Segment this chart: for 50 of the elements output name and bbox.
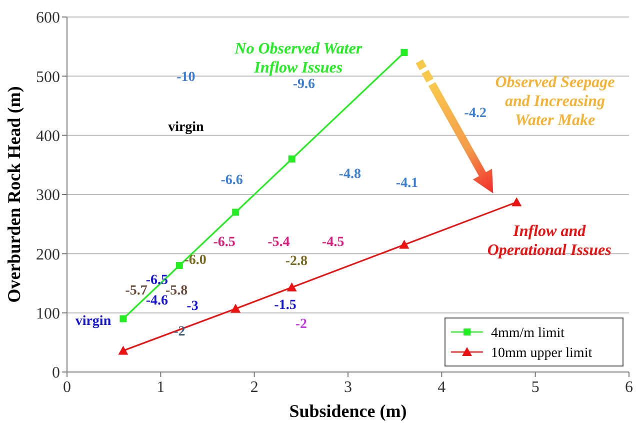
annotation: -9.6	[292, 77, 316, 92]
point	[232, 208, 240, 216]
y-tick-label: 100	[36, 305, 60, 322]
annotation: -5.7	[125, 284, 148, 299]
annotation: No Observed Water Inflow Issues	[234, 40, 363, 76]
annotation: -3	[186, 299, 198, 314]
y-tick-label: 200	[36, 246, 60, 264]
y-tick-label: 500	[36, 68, 60, 86]
y-tick-label: 600	[36, 10, 60, 27]
annotation: virgin	[168, 120, 204, 135]
x-tick-label: 6	[625, 379, 633, 396]
x-tick-label: 5	[531, 379, 540, 396]
x-tick-label: 3	[344, 379, 352, 396]
point	[512, 197, 522, 206]
point	[288, 156, 296, 162]
point	[399, 240, 410, 249]
annotation: Observed Seepage and Increasing Water Make	[495, 74, 615, 130]
annotation: -4.6	[146, 294, 168, 309]
annotation: virgin	[75, 314, 112, 329]
y-tick-label: 0	[52, 364, 60, 382]
annotation: -2.8	[285, 254, 308, 270]
x-tick-label: 0	[63, 379, 71, 396]
point	[286, 282, 297, 292]
x-axis-title: Subsidence (m)	[289, 401, 407, 421]
annotation: -6.6	[220, 173, 243, 188]
legend-label: 4mm/m limit	[491, 326, 565, 341]
x-tick-label: 2	[250, 379, 258, 396]
annotation: Inflow and Operational Issues	[487, 223, 612, 260]
point	[400, 49, 408, 56]
annotation: -6.0	[184, 252, 206, 268]
point	[230, 304, 241, 313]
annotation: -5.8	[166, 284, 188, 299]
legend-label: 10mm upper limit	[491, 346, 592, 361]
annotation: -5.4	[268, 235, 290, 250]
annotation: -4.5	[322, 235, 344, 250]
annotation: -1.5	[274, 298, 296, 313]
x-tick-label: 1	[156, 379, 165, 396]
y-axis-title: Overburden Rock Head (m)	[4, 86, 24, 303]
annotation: -4.2	[464, 106, 486, 122]
annotation: -4.8	[338, 167, 361, 182]
point	[120, 315, 127, 322]
point	[118, 346, 128, 355]
y-tick-label: 400	[36, 128, 60, 145]
x-tick-label: 4	[438, 379, 446, 396]
point	[176, 262, 183, 269]
y-tick-label: 300	[36, 187, 60, 204]
annotation: -10	[176, 70, 196, 86]
annotation: -6.5	[213, 235, 236, 250]
annotation: -2	[295, 316, 308, 332]
annotation: -4.1	[396, 176, 418, 191]
